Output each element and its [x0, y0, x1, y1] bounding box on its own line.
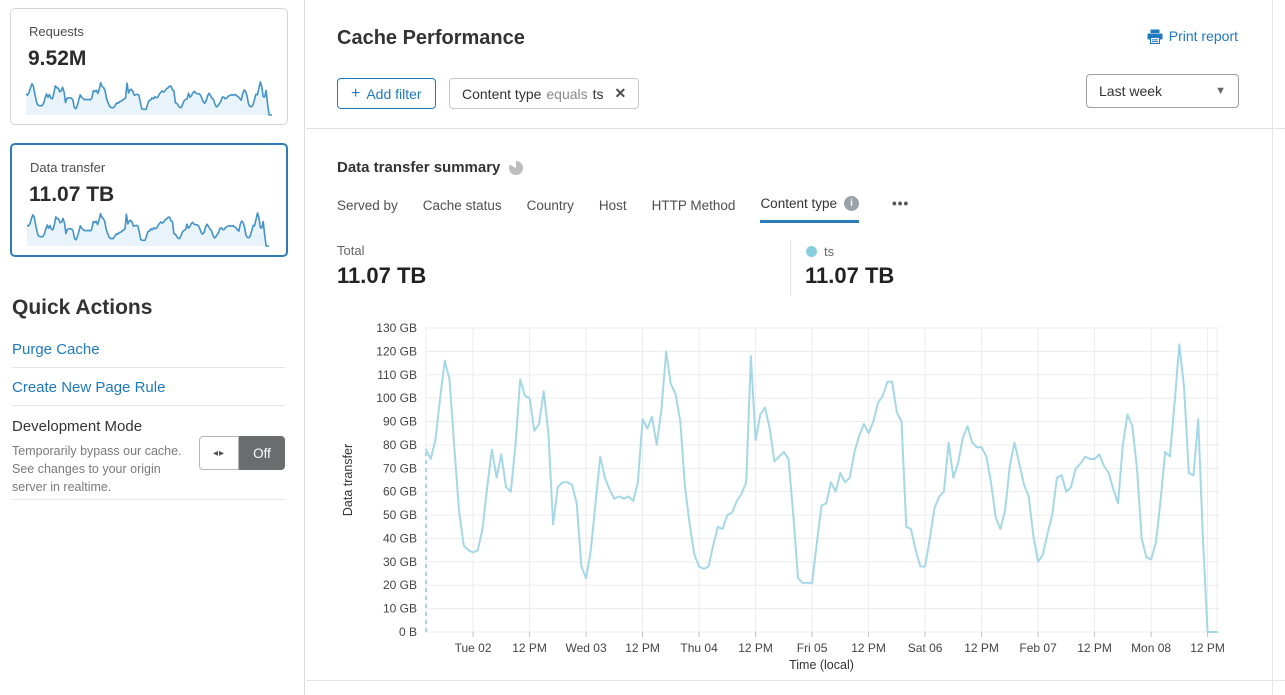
print-report-label: Print report — [1168, 28, 1238, 44]
y-tick-label: 110 GB — [377, 368, 417, 382]
x-tick-label: 12 PM — [1190, 641, 1225, 655]
sparkline-area — [26, 81, 272, 115]
tab-content-type[interactable]: Content type i — [760, 196, 859, 223]
summary-dimension-tabs: Served by Cache status Country Host HTTP… — [337, 196, 909, 223]
x-tick-label: 12 PM — [625, 641, 660, 655]
sidebar-divider — [12, 367, 285, 368]
x-tick-label: Mon 08 — [1131, 641, 1171, 655]
summary-title: Data transfer summary — [337, 159, 501, 176]
tab-served-by[interactable]: Served by — [337, 197, 398, 213]
remove-filter-icon[interactable]: ✕ — [614, 85, 627, 101]
filter-operator: equals — [546, 85, 588, 102]
x-tick-label: Thu 04 — [680, 641, 718, 655]
quick-actions-title: Quick Actions — [12, 296, 153, 319]
info-icon[interactable]: i — [844, 196, 859, 211]
totals-divider — [790, 240, 791, 295]
filter-field: Content type — [462, 85, 542, 102]
data-transfer-card-value: 11.07 TB — [29, 183, 115, 206]
sidebar-divider — [12, 499, 285, 500]
y-tick-label: 80 GB — [383, 438, 417, 452]
x-tick-label: Sat 06 — [908, 641, 943, 655]
more-tabs-icon[interactable]: ••• — [892, 196, 910, 211]
plus-icon: + — [351, 84, 361, 102]
development-mode-toggle[interactable]: ◂▸ Off — [199, 436, 285, 470]
sparkline-line — [26, 81, 272, 116]
y-tick-label: 60 GB — [383, 485, 417, 499]
y-tick-label: 120 GB — [376, 344, 417, 358]
x-tick-label: 12 PM — [738, 641, 773, 655]
data-transfer-sparkline — [27, 212, 269, 247]
y-tick-label: 10 GB — [383, 602, 417, 616]
analytics-sidebar: Requests 9.52M Data transfer 11.07 TB Qu… — [0, 0, 305, 695]
toggle-resize-arrows-icon[interactable]: ◂▸ — [199, 436, 239, 470]
y-axis-title: Data transfer — [341, 444, 355, 516]
y-tick-label: 20 GB — [383, 578, 417, 592]
data-transfer-metric-card[interactable]: Data transfer 11.07 TB — [10, 143, 288, 257]
sparkline-area — [27, 212, 269, 246]
add-filter-button[interactable]: + Add filter — [337, 78, 436, 109]
legend-series-value: 11.07 TB — [805, 263, 895, 288]
printer-icon — [1147, 29, 1163, 44]
filter-value: ts — [592, 85, 604, 102]
time-range-select[interactable]: Last week ▼ — [1086, 74, 1239, 108]
content-right-edge — [1272, 0, 1273, 695]
page-title: Cache Performance — [337, 27, 525, 49]
tab-cache-status[interactable]: Cache status — [422, 197, 502, 213]
print-report-button[interactable]: Print report — [1147, 28, 1238, 44]
chevron-down-icon: ▼ — [1215, 85, 1226, 97]
y-tick-label: 130 GB — [376, 321, 417, 335]
time-series-chart-svg: 0 B 10 GB 20 GB 30 GB 40 GB 50 GB 60 GB 70 GB 80… — [341, 321, 1225, 672]
filter-chip-content-type[interactable]: Content type equals ts ✕ — [449, 78, 640, 109]
main-content: Cache Performance Print report + Add fil… — [306, 0, 1285, 695]
y-tick-label: 90 GB — [383, 415, 417, 429]
sparkline-line — [27, 212, 269, 247]
y-tick-label: 30 GB — [383, 555, 417, 569]
x-tick-label: 12 PM — [512, 641, 547, 655]
total-label: Total — [337, 243, 365, 258]
requests-metric-card[interactable]: Requests 9.52M — [10, 8, 288, 125]
y-tick-label: 0 B — [399, 625, 417, 639]
x-tick-label: 12 PM — [1077, 641, 1112, 655]
x-tick-label: Feb 07 — [1019, 641, 1057, 655]
x-tick-label: 12 PM — [851, 641, 886, 655]
y-tick-label: 100 GB — [376, 391, 417, 405]
x-tick-label: Tue 02 — [455, 641, 492, 655]
x-tick-label: Wed 03 — [566, 641, 607, 655]
development-mode-title: Development Mode — [12, 418, 143, 435]
y-tick-label: 40 GB — [383, 531, 417, 545]
header-divider — [306, 128, 1285, 129]
series-legend[interactable]: ts — [806, 244, 834, 259]
legend-name: ts — [824, 244, 835, 259]
tab-host[interactable]: Host — [598, 197, 627, 213]
requests-card-value: 9.52M — [28, 47, 87, 70]
x-tick-label: 12 PM — [964, 641, 999, 655]
purge-cache-link[interactable]: Purge Cache — [12, 341, 100, 358]
data-transfer-chart[interactable]: 0 B 10 GB 20 GB 30 GB 40 GB 50 GB 60 GB 70 GB 80… — [330, 315, 1250, 685]
development-mode-description: Temporarily bypass our cache. See change… — [12, 444, 182, 494]
total-value: 11.07 TB — [337, 263, 427, 288]
chart-gridlines — [425, 327, 1220, 633]
pie-chart-icon — [509, 159, 524, 175]
section-bottom-divider — [306, 680, 1285, 681]
sidebar-divider — [12, 405, 285, 406]
legend-dot-ts — [806, 246, 817, 257]
add-filter-label: Add filter — [366, 85, 422, 102]
y-tick-label: 70 GB — [383, 461, 417, 475]
tab-http-method[interactable]: HTTP Method — [651, 197, 736, 213]
requests-card-label: Requests — [29, 24, 84, 39]
requests-sparkline — [26, 81, 272, 116]
y-tick-label: 50 GB — [383, 508, 417, 522]
toggle-off-state[interactable]: Off — [239, 436, 285, 470]
data-transfer-card-label: Data transfer — [30, 160, 106, 175]
x-tick-label: Fri 05 — [797, 641, 828, 655]
create-page-rule-link[interactable]: Create New Page Rule — [12, 379, 166, 396]
time-range-value: Last week — [1099, 83, 1163, 99]
x-axis-title: Time (local) — [789, 658, 854, 672]
tab-country[interactable]: Country — [526, 197, 574, 213]
series-line-ts — [425, 343, 1218, 633]
